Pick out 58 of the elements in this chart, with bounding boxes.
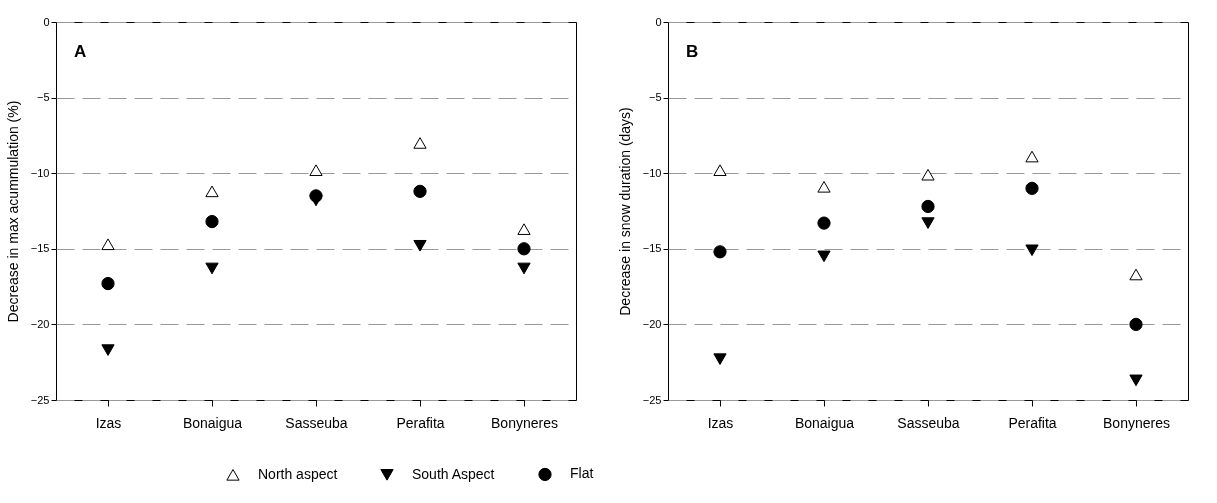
point xyxy=(817,181,831,193)
y-tick-label: −10 xyxy=(30,166,50,179)
y-tick-label: −20 xyxy=(30,317,50,330)
point xyxy=(713,164,727,176)
point xyxy=(1025,244,1039,257)
y-tick-label: −5 xyxy=(648,91,662,104)
y-tick-label: 0 xyxy=(655,15,662,28)
point xyxy=(1129,268,1143,281)
legend-label: South Aspect xyxy=(412,465,495,482)
legend-label: Flat xyxy=(570,465,594,482)
legend-label: North aspect xyxy=(258,465,338,482)
y-axis-title: Decrease in snow duration (days) xyxy=(616,107,633,316)
x-tick-label: Bonyneres xyxy=(1103,414,1170,431)
x-tick-label: Perafita xyxy=(1008,414,1057,431)
y-tick-label: −25 xyxy=(30,393,50,406)
point xyxy=(101,238,115,251)
point xyxy=(309,164,323,176)
y-tick-label: −5 xyxy=(36,91,50,104)
x-tick-label: Izas xyxy=(95,414,122,431)
y-tick-label: −20 xyxy=(642,317,662,330)
point xyxy=(205,185,219,198)
point xyxy=(517,262,531,275)
point xyxy=(413,184,427,198)
point xyxy=(413,137,427,149)
point xyxy=(817,216,831,230)
point xyxy=(1129,317,1143,332)
point xyxy=(921,199,935,214)
point xyxy=(205,262,219,275)
point xyxy=(413,239,427,252)
y-tick-label: −25 xyxy=(642,393,662,406)
y-tick-label: −10 xyxy=(642,166,662,179)
point xyxy=(101,276,115,291)
point xyxy=(817,250,831,263)
annotation: B xyxy=(686,42,699,61)
y-tick-label: 0 xyxy=(43,15,50,28)
point xyxy=(101,344,115,356)
point xyxy=(921,217,935,229)
point xyxy=(517,223,531,235)
x-tick-label: Bonaigua xyxy=(182,414,243,431)
point xyxy=(713,353,727,365)
x-tick-label: Perafita xyxy=(396,414,445,431)
point xyxy=(517,242,531,256)
y-tick-label: −15 xyxy=(30,242,50,255)
y-tick-label: −15 xyxy=(642,242,662,255)
y-axis-title: Decrease in max acummulation (%) xyxy=(4,100,21,323)
point xyxy=(1129,374,1143,387)
point xyxy=(1025,181,1039,195)
x-tick-label: Sasseuba xyxy=(285,414,348,431)
x-tick-label: Bonyneres xyxy=(491,414,558,431)
point xyxy=(205,214,219,229)
point xyxy=(921,168,935,181)
point xyxy=(1025,150,1039,163)
x-tick-label: Bonaigua xyxy=(794,414,855,431)
annotation: A xyxy=(74,42,87,61)
x-tick-label: Izas xyxy=(707,414,734,431)
x-tick-label: Sasseuba xyxy=(897,414,960,431)
point xyxy=(309,189,323,203)
point xyxy=(713,245,727,259)
